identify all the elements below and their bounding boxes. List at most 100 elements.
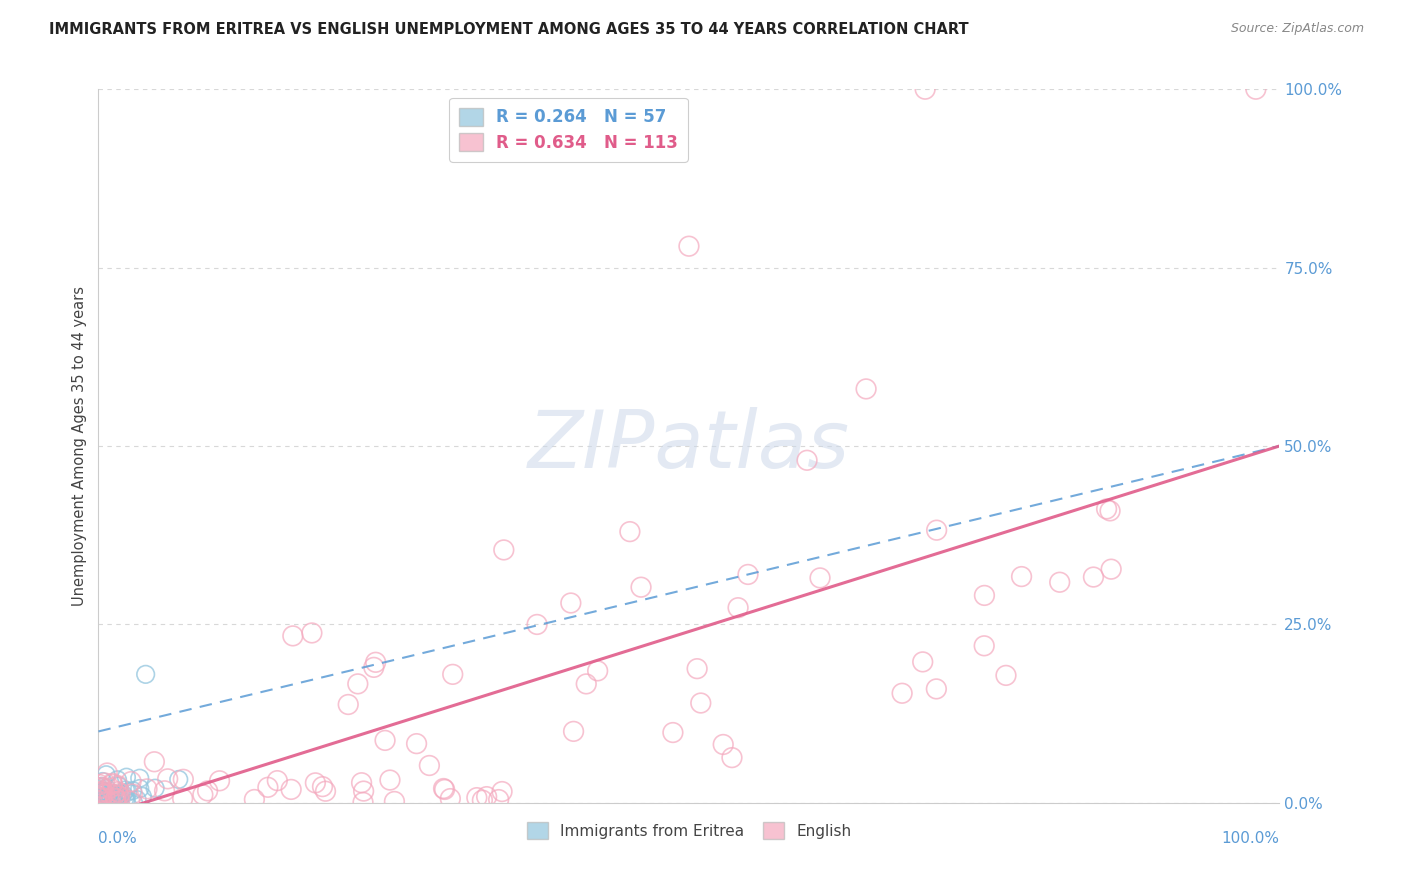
Point — [97, 795, 120, 809]
Point — [87, 780, 110, 794]
Text: 0.0%: 0.0% — [98, 831, 138, 847]
Point — [471, 793, 494, 807]
Point — [104, 792, 127, 806]
Point — [136, 781, 159, 796]
Point — [721, 750, 744, 764]
Point — [111, 787, 134, 801]
Point — [89, 791, 111, 805]
Point — [101, 795, 124, 809]
Point — [90, 780, 112, 795]
Point — [100, 792, 122, 806]
Point — [96, 781, 118, 796]
Point — [689, 696, 711, 710]
Point — [107, 779, 129, 793]
Point — [586, 664, 609, 678]
Point — [98, 787, 121, 801]
Point — [87, 790, 110, 805]
Point — [1244, 82, 1267, 96]
Point — [90, 781, 112, 796]
Point — [94, 792, 117, 806]
Point — [91, 785, 114, 799]
Point — [1011, 569, 1033, 583]
Point — [475, 789, 498, 804]
Point — [104, 790, 127, 805]
Point — [796, 453, 818, 467]
Point — [96, 793, 118, 807]
Point — [96, 795, 118, 809]
Point — [90, 780, 112, 794]
Point — [107, 779, 129, 793]
Text: Source: ZipAtlas.com: Source: ZipAtlas.com — [1230, 22, 1364, 36]
Point — [115, 770, 138, 784]
Point — [891, 686, 914, 700]
Point — [619, 524, 641, 539]
Point — [678, 239, 700, 253]
Point — [101, 776, 124, 790]
Point — [925, 523, 948, 537]
Point — [117, 785, 139, 799]
Point — [90, 785, 112, 799]
Point — [103, 787, 125, 801]
Point — [855, 382, 877, 396]
Point — [114, 783, 136, 797]
Point — [526, 617, 548, 632]
Point — [118, 794, 141, 808]
Point — [304, 776, 326, 790]
Point — [96, 766, 118, 780]
Legend: Immigrants from Eritrea, English: Immigrants from Eritrea, English — [520, 816, 858, 845]
Point — [94, 785, 117, 799]
Point — [90, 790, 112, 805]
Point — [98, 780, 121, 795]
Point — [433, 782, 456, 797]
Point — [127, 792, 149, 806]
Point — [560, 596, 582, 610]
Point — [911, 655, 934, 669]
Point — [662, 725, 685, 739]
Point — [727, 600, 749, 615]
Point — [107, 772, 129, 787]
Point — [94, 776, 117, 790]
Point — [1049, 575, 1071, 590]
Point — [122, 796, 145, 810]
Point — [1083, 570, 1105, 584]
Point — [108, 794, 131, 808]
Point — [630, 580, 652, 594]
Point — [994, 668, 1017, 682]
Point — [107, 789, 129, 803]
Point — [378, 772, 401, 787]
Point — [107, 789, 129, 803]
Point — [91, 787, 114, 801]
Point — [98, 792, 121, 806]
Point — [103, 790, 125, 805]
Text: IMMIGRANTS FROM ERITREA VS ENGLISH UNEMPLOYMENT AMONG AGES 35 TO 44 YEARS CORREL: IMMIGRANTS FROM ERITREA VS ENGLISH UNEMP… — [49, 22, 969, 37]
Point — [311, 780, 333, 794]
Point — [914, 82, 936, 96]
Point — [90, 786, 112, 800]
Point — [352, 795, 374, 809]
Point — [121, 787, 143, 801]
Point — [108, 792, 131, 806]
Point — [364, 655, 387, 669]
Point — [90, 786, 112, 800]
Point — [315, 784, 337, 798]
Point — [131, 789, 153, 804]
Point — [110, 787, 132, 801]
Point — [208, 773, 231, 788]
Point — [94, 790, 117, 805]
Point — [89, 778, 111, 792]
Point — [104, 788, 127, 802]
Point — [973, 639, 995, 653]
Point — [488, 792, 510, 806]
Point — [562, 724, 585, 739]
Point — [143, 755, 166, 769]
Point — [167, 772, 190, 787]
Point — [281, 629, 304, 643]
Point — [105, 790, 128, 805]
Point — [808, 571, 831, 585]
Point — [1099, 562, 1122, 576]
Point — [94, 791, 117, 805]
Point — [115, 792, 138, 806]
Point — [418, 758, 440, 772]
Point — [143, 781, 166, 796]
Point — [350, 776, 373, 790]
